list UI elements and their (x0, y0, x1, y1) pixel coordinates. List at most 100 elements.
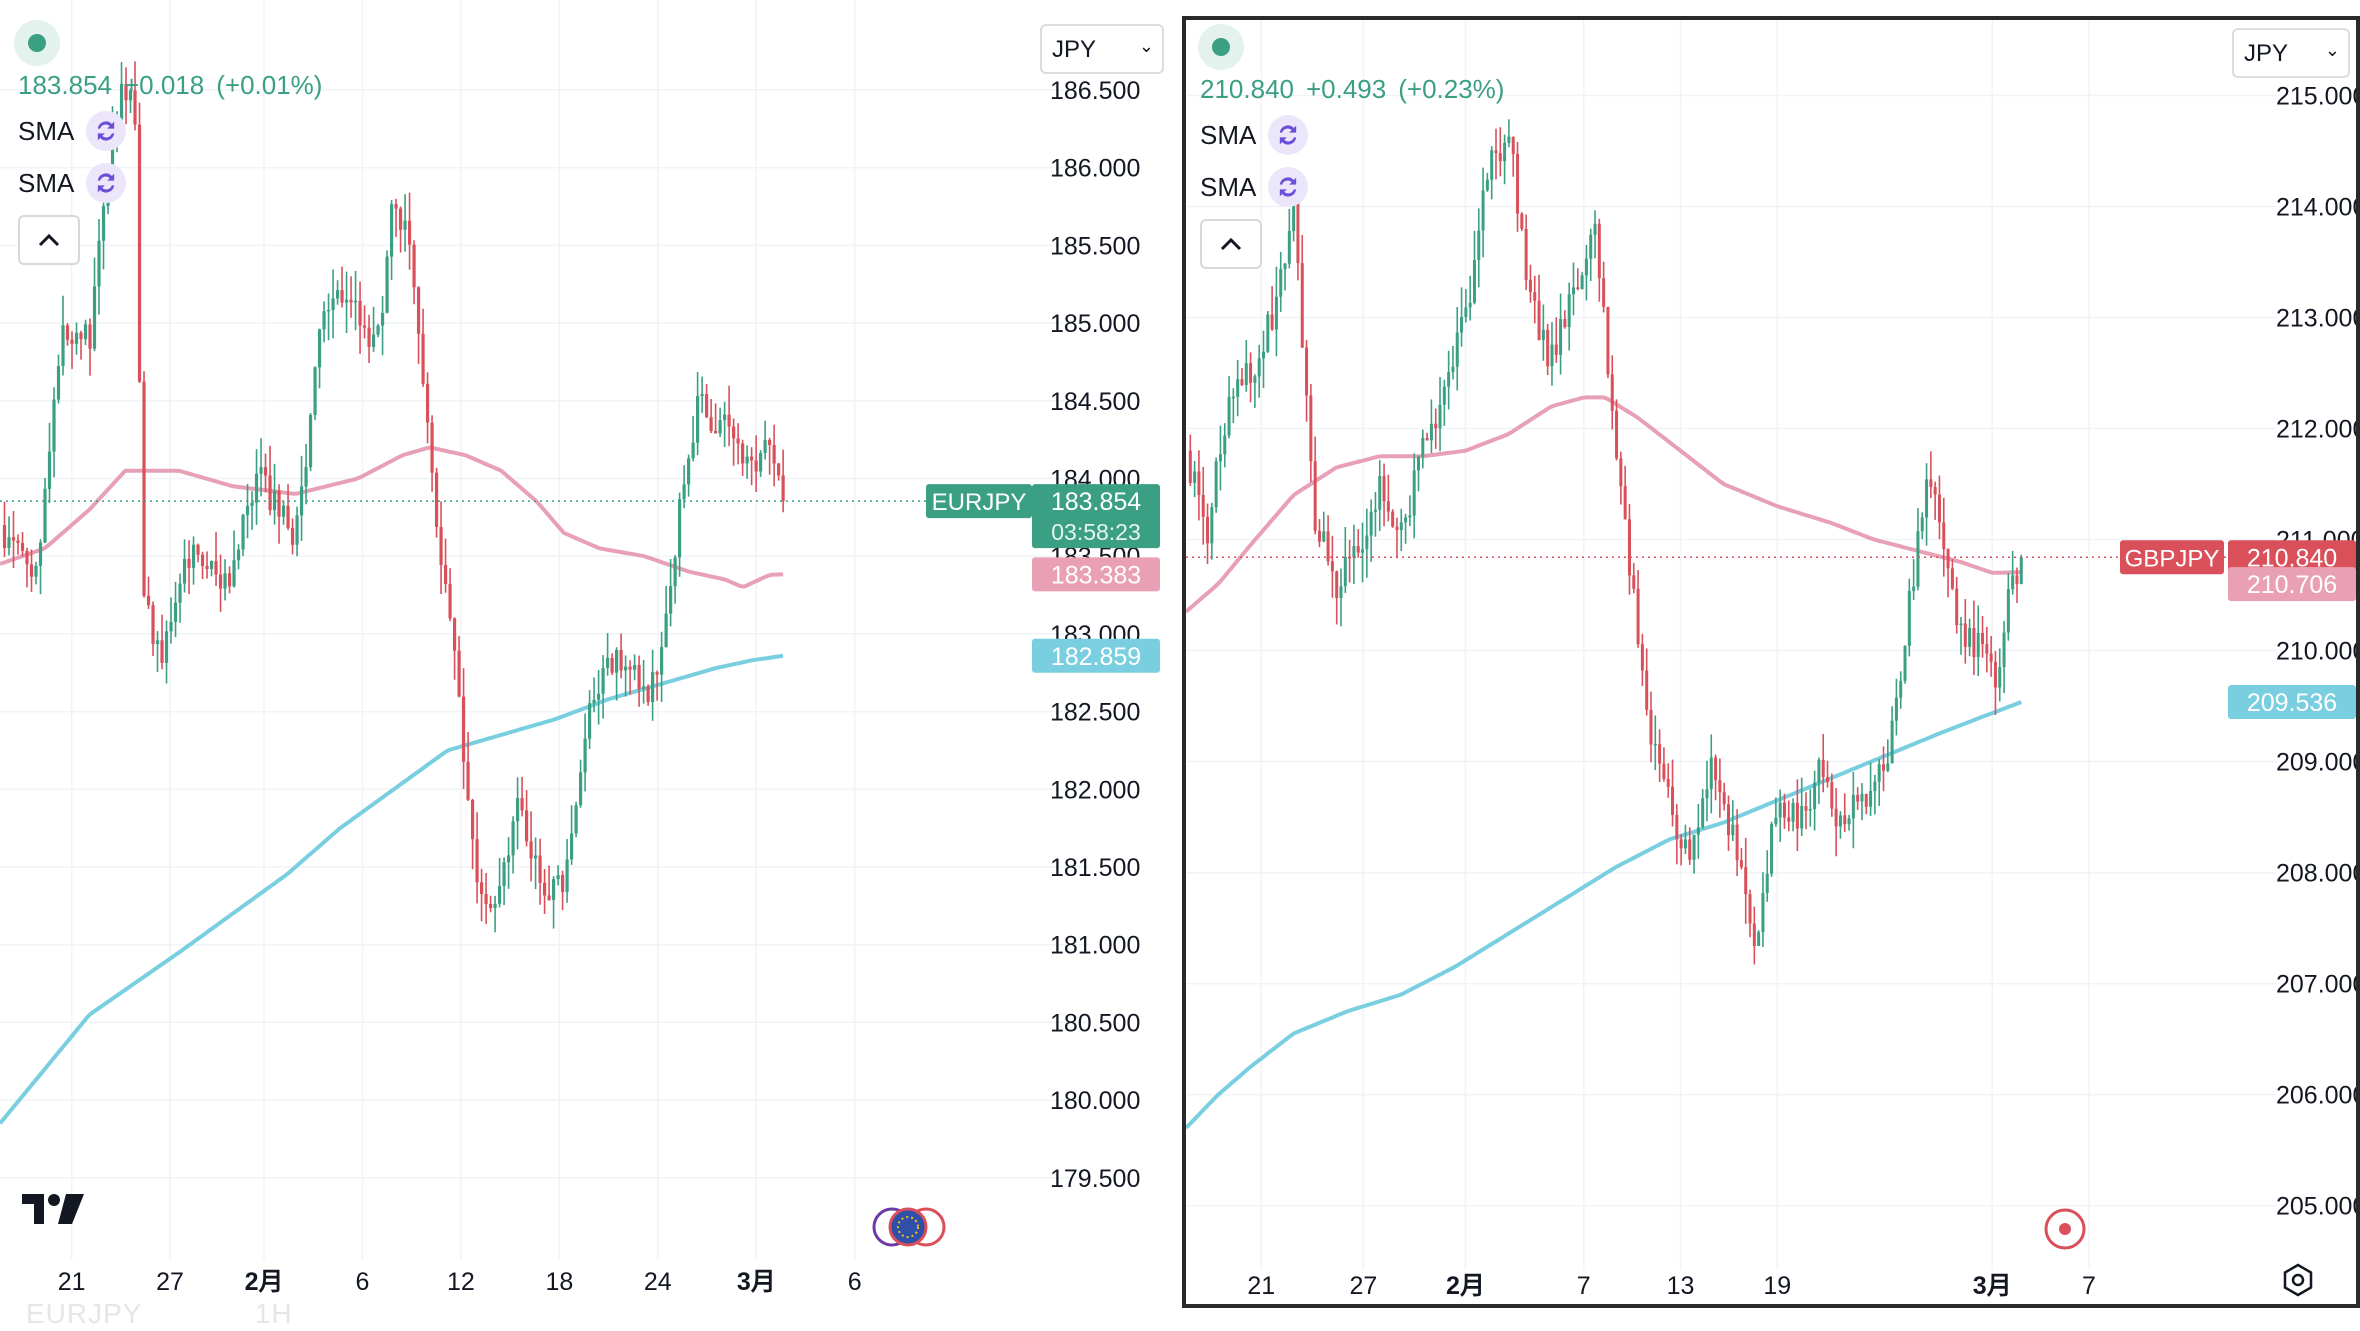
candle (173, 581, 178, 638)
candle-body (1615, 410, 1619, 459)
candle (263, 453, 268, 493)
candle-body (1546, 329, 1550, 367)
candle (569, 805, 574, 865)
refresh-icon[interactable] (86, 111, 127, 151)
candle-body (362, 325, 367, 328)
refresh-icon[interactable] (1268, 115, 1309, 155)
currency-select[interactable]: JPY ⌄ (2232, 28, 2350, 78)
candle-body (286, 505, 290, 528)
collapse-legend-button[interactable] (18, 215, 80, 265)
candle (1559, 293, 1563, 375)
y-tick-label: 186.000 (1050, 155, 1140, 183)
currency-select[interactable]: JPY ⌄ (1040, 24, 1164, 74)
candle (1632, 563, 1636, 594)
candle (1795, 779, 1799, 852)
candle-body (2019, 557, 2023, 584)
candle (700, 376, 704, 414)
y-tick-label: 215.000 (2276, 83, 2356, 111)
candle (1507, 119, 1511, 148)
candle (403, 194, 407, 252)
candle-body (1653, 743, 1657, 746)
sma-indicator-2[interactable]: SMA (1200, 167, 1309, 207)
candle (1683, 824, 1687, 855)
candle-body (1800, 806, 1804, 829)
chart-canvas[interactable]: 186.500186.000185.500185.000184.500184.0… (0, 0, 1176, 1331)
candle (1615, 399, 1619, 461)
candle-body (389, 204, 394, 257)
candle-body (723, 414, 727, 421)
candle (443, 538, 448, 593)
sma-cyan-price-label-text: 209.536 (2247, 689, 2337, 717)
candle (308, 413, 313, 472)
candle-body (1817, 759, 1821, 783)
candle (493, 895, 497, 933)
sma-indicator-1[interactable]: SMA (18, 111, 127, 151)
candle-body (1696, 827, 1700, 835)
y-tick-label: 179.500 (1050, 1165, 1140, 1193)
refresh-icon[interactable] (86, 163, 127, 203)
y-tick-label: 181.500 (1050, 854, 1140, 882)
candle (1912, 559, 1916, 600)
uk-flag-icon[interactable] (2042, 1206, 2088, 1252)
candle (1821, 734, 1825, 793)
candle (1188, 434, 1192, 487)
candle (164, 620, 169, 684)
last-price: 210.840 (1200, 74, 1294, 104)
chart-panel-eurjpy[interactable]: 186.500 186.000 185.500 185.000 184.500 184.0… (0, 0, 1176, 1331)
candle-body (1477, 230, 1481, 261)
candle (1838, 811, 1842, 839)
candle-body (209, 561, 214, 570)
sma-cyan-line (0, 653, 784, 1125)
candle (1503, 134, 1507, 185)
candle-body (1813, 782, 1817, 810)
candle-body (1787, 817, 1791, 822)
collapse-legend-button[interactable] (1200, 219, 1262, 269)
settings-icon[interactable] (2280, 1262, 2316, 1298)
candle-body (1305, 347, 1309, 396)
candle (1765, 850, 1769, 902)
candle (1206, 503, 1210, 565)
candle (583, 713, 587, 792)
candle-body (1907, 590, 1911, 646)
candle-body (182, 558, 187, 584)
candle (515, 777, 520, 850)
candle (1330, 535, 1334, 598)
candle-body (1903, 645, 1907, 681)
chart-panel-gbpjpy[interactable]: 215.000214.000213.000212.000211.000210.0… (1182, 16, 2360, 1308)
sma-indicator-1[interactable]: SMA (1200, 115, 1309, 155)
candle (1580, 272, 1584, 290)
candle-body (578, 772, 583, 806)
candle (340, 266, 344, 308)
candle-body (750, 456, 754, 461)
refresh-icon[interactable] (1268, 167, 1309, 207)
candle (92, 257, 97, 352)
candle-body (772, 444, 776, 464)
candle-body (1361, 549, 1365, 553)
candle (389, 200, 394, 281)
eu-flag-icon[interactable] (872, 1204, 952, 1250)
candle-body (133, 90, 137, 125)
candle-body (304, 467, 308, 487)
candle (1236, 359, 1240, 417)
candle-body (164, 631, 169, 663)
chart-canvas[interactable]: 215.000214.000213.000212.000211.000210.0… (1186, 20, 2356, 1304)
candle (1460, 287, 1464, 347)
sma-indicator-2[interactable]: SMA (18, 163, 127, 203)
candle-body (529, 841, 533, 859)
candle (1447, 350, 1451, 410)
candle (763, 420, 767, 460)
candle-body (1632, 575, 1636, 589)
candle-body (169, 621, 173, 632)
candle-body (1735, 824, 1739, 861)
candle-body (101, 206, 106, 241)
candle (1602, 261, 1606, 313)
candle (741, 439, 745, 476)
tradingview-logo[interactable] (22, 1192, 86, 1228)
sma-cyan-series (0, 653, 784, 1125)
candle-body (1231, 396, 1235, 399)
candle-body (1236, 379, 1240, 397)
candle (1554, 317, 1558, 363)
candle (1830, 773, 1834, 817)
candle-body (565, 859, 569, 892)
candle-body (1554, 344, 1558, 355)
